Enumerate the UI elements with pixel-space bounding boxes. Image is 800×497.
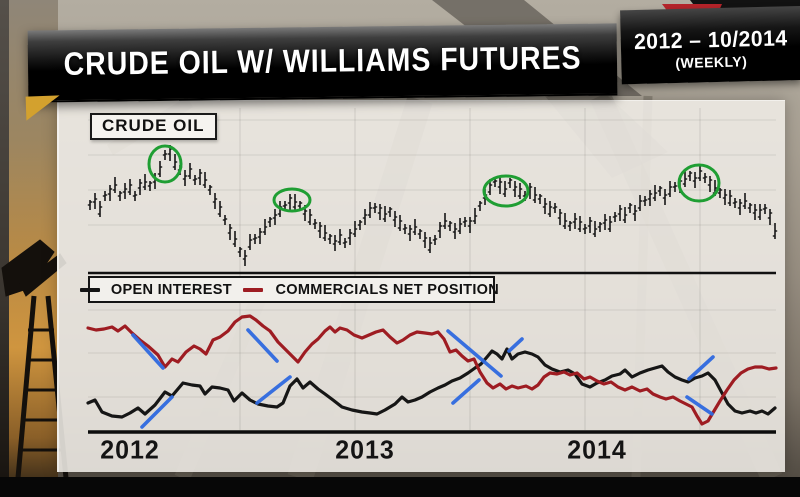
x-axis-label-2014: 2014 bbox=[567, 435, 627, 465]
highlight-circles bbox=[147, 144, 721, 213]
trendline bbox=[446, 329, 503, 378]
trendline bbox=[255, 375, 292, 405]
highlight-circle-icon bbox=[677, 163, 721, 203]
bottom-black-bar bbox=[0, 477, 800, 497]
legend-label-commercials: COMMERCIALS NET POSITION bbox=[275, 281, 500, 298]
trendline bbox=[140, 395, 174, 429]
date-range-label: 2012 – 10/2014 bbox=[633, 24, 788, 54]
price-pane-label: CRUDE OIL bbox=[90, 113, 217, 140]
trendline bbox=[451, 378, 481, 405]
price-bars bbox=[87, 145, 778, 266]
trendline bbox=[131, 333, 165, 370]
title-banner: CRUDE OIL W/ WILLIAMS FUTURES bbox=[27, 23, 618, 103]
frequency-label: (WEEKLY) bbox=[675, 52, 748, 71]
commercials-net-position-line bbox=[86, 314, 778, 426]
open-interest-dash-icon bbox=[80, 287, 101, 292]
x-axis-label-2012: 2012 bbox=[100, 435, 160, 465]
highlight-circle-icon bbox=[272, 187, 312, 213]
banner-gold-fold bbox=[25, 95, 61, 121]
date-range-box: 2012 – 10/2014 (WEEKLY) bbox=[620, 6, 800, 85]
trendline bbox=[246, 328, 279, 363]
page-title: CRUDE OIL W/ WILLIAMS FUTURES bbox=[63, 40, 582, 83]
x-axis-label-2013: 2013 bbox=[335, 435, 395, 465]
trendlines bbox=[131, 328, 715, 429]
trendline bbox=[507, 337, 524, 353]
commercials-dash-icon bbox=[243, 287, 264, 292]
highlight-circle-icon bbox=[147, 144, 183, 184]
trendline bbox=[687, 355, 715, 381]
legend-box: OPEN INTEREST COMMERCIALS NET POSITION bbox=[80, 276, 499, 303]
legend-label-open-interest: OPEN INTEREST bbox=[111, 281, 233, 298]
highlight-circle-icon bbox=[482, 174, 530, 208]
background-edge-shadow bbox=[0, 0, 9, 497]
open-interest-line bbox=[86, 347, 777, 419]
gridlines bbox=[88, 108, 776, 430]
trendline bbox=[685, 395, 714, 416]
